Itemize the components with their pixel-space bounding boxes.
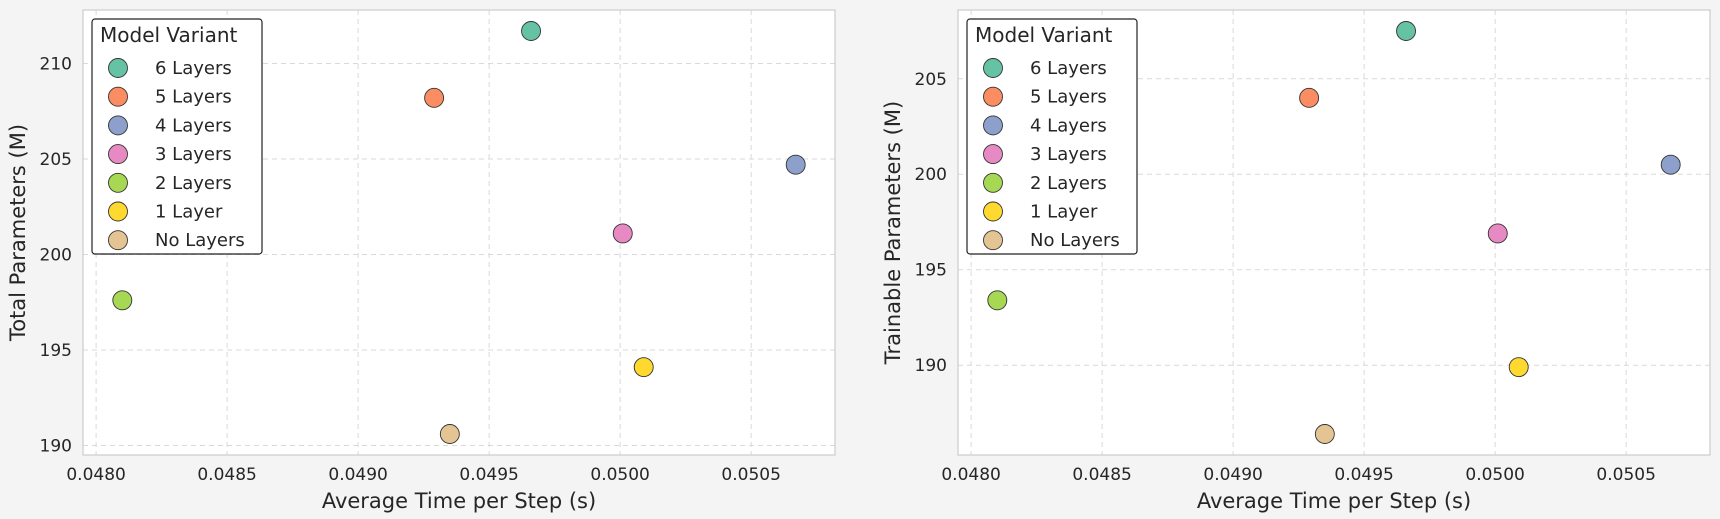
- data-point: [1299, 87, 1320, 108]
- legend-marker: [983, 172, 1003, 193]
- x-axis-label: Average Time per Step (s): [1197, 489, 1471, 513]
- legend-item: 6 Layers: [983, 58, 1107, 79]
- data-point: [987, 290, 1008, 311]
- data-point: [633, 357, 654, 378]
- data-point: [1487, 223, 1508, 244]
- x-tick-label: 0.0480: [66, 465, 125, 485]
- legend-item: 4 Layers: [983, 115, 1107, 136]
- data-point: [424, 87, 445, 108]
- legend-item: No Layers: [983, 230, 1120, 251]
- x-tick-label: 0.0495: [1334, 465, 1393, 485]
- legend-label: 2 Layers: [155, 173, 232, 194]
- legend-item: No Layers: [108, 230, 245, 251]
- legend-marker: [108, 201, 128, 222]
- legend: Model Variant 6 Layers 5 Layers 4 Layers 3 L…: [91, 18, 263, 255]
- legend-label: 1 Layer: [1030, 202, 1098, 223]
- legend-label: 3 Layers: [155, 144, 232, 165]
- legend-marker: [108, 115, 128, 136]
- data-point: [1660, 154, 1681, 175]
- x-tick-label: 0.0495: [459, 465, 518, 485]
- y-tick-label: 195: [915, 261, 947, 281]
- legend-box: [966, 18, 1138, 255]
- x-tick-label: 0.0500: [590, 465, 649, 485]
- legend-item: 5 Layers: [108, 86, 232, 108]
- legend-box: [91, 18, 263, 255]
- legend-label: 1 Layer: [155, 202, 223, 223]
- y-tick-label: 205: [40, 150, 72, 170]
- y-tick-label: 210: [40, 54, 72, 74]
- y-tick-label: 205: [915, 70, 947, 90]
- legend-title: Model Variant: [100, 23, 238, 47]
- chart-trainable-parameters: 0.0480 0.0485 0.0490 0.0495 0.0500 0.0505 190 1…: [881, 9, 1711, 513]
- legend-item: 1 Layer: [108, 201, 223, 223]
- x-tick-label: 0.0485: [1072, 465, 1131, 485]
- legend-label: No Layers: [155, 230, 245, 251]
- x-tick-label: 0.0505: [721, 465, 780, 485]
- legend-marker: [108, 144, 128, 165]
- legend-label: 6 Layers: [1030, 58, 1107, 79]
- legend-marker: [108, 86, 128, 107]
- legend-marker: [983, 86, 1003, 107]
- chart-total-parameters: 0.0480 0.0485 0.0490 0.0495 0.0500 0.0505 190 1…: [6, 9, 836, 513]
- legend-label: 5 Layers: [155, 87, 232, 108]
- x-axis-label: Average Time per Step (s): [322, 489, 596, 513]
- legend-label: 6 Layers: [155, 58, 232, 79]
- y-tick-label: 195: [40, 341, 72, 361]
- y-tick-label: 190: [915, 356, 947, 376]
- data-point: [112, 290, 133, 311]
- legend-item: 1 Layer: [983, 201, 1098, 223]
- x-tick-label: 0.0505: [1596, 465, 1655, 485]
- legend-label: 4 Layers: [1030, 115, 1107, 136]
- legend-label: 3 Layers: [1030, 144, 1107, 165]
- y-tick-label: 200: [915, 165, 947, 185]
- plot-frame: [82, 9, 836, 456]
- legend-label: 5 Layers: [1030, 87, 1107, 108]
- legend-item: 3 Layers: [108, 144, 232, 165]
- legend-item: 2 Layers: [108, 172, 232, 194]
- legend-label: 2 Layers: [1030, 173, 1107, 194]
- legend-marker: [983, 201, 1003, 222]
- x-tick-label: 0.0500: [1465, 465, 1524, 485]
- x-tick-label: 0.0490: [328, 465, 387, 485]
- y-tick-label: 200: [40, 245, 72, 265]
- data-point: [785, 154, 806, 175]
- y-axis-label: Trainable Parameters (M): [881, 101, 905, 365]
- legend-item: 6 Layers: [108, 58, 232, 79]
- legend-item: 4 Layers: [108, 115, 232, 136]
- legend-label: No Layers: [1030, 230, 1120, 251]
- x-tick-label: 0.0485: [197, 465, 256, 485]
- legend-marker: [108, 172, 128, 193]
- legend-marker: [108, 230, 128, 251]
- data-point: [521, 21, 542, 41]
- legend-marker: [108, 58, 128, 78]
- legend-title: Model Variant: [975, 23, 1113, 47]
- x-tick-label: 0.0480: [941, 465, 1000, 485]
- legend-marker: [983, 58, 1003, 78]
- legend-item: 2 Layers: [983, 172, 1107, 194]
- legend-label: 4 Layers: [155, 115, 232, 136]
- legend: Model Variant 6 Layers 5 Layers 4 Layers 3 L…: [966, 18, 1138, 255]
- plot-frame: [957, 9, 1711, 456]
- data-point: [1314, 424, 1335, 444]
- y-tick-label: 190: [40, 436, 72, 456]
- legend-marker: [983, 115, 1003, 136]
- legend-marker: [983, 230, 1003, 251]
- y-axis-label: Total Parameters (M): [6, 124, 30, 342]
- legend-item: 3 Layers: [983, 144, 1107, 165]
- data-point: [612, 223, 633, 244]
- legend-item: 5 Layers: [983, 86, 1107, 108]
- legend-marker: [983, 144, 1003, 165]
- x-tick-label: 0.0490: [1203, 465, 1262, 485]
- data-point: [1508, 357, 1529, 378]
- data-point: [439, 424, 460, 444]
- data-point: [1396, 21, 1417, 41]
